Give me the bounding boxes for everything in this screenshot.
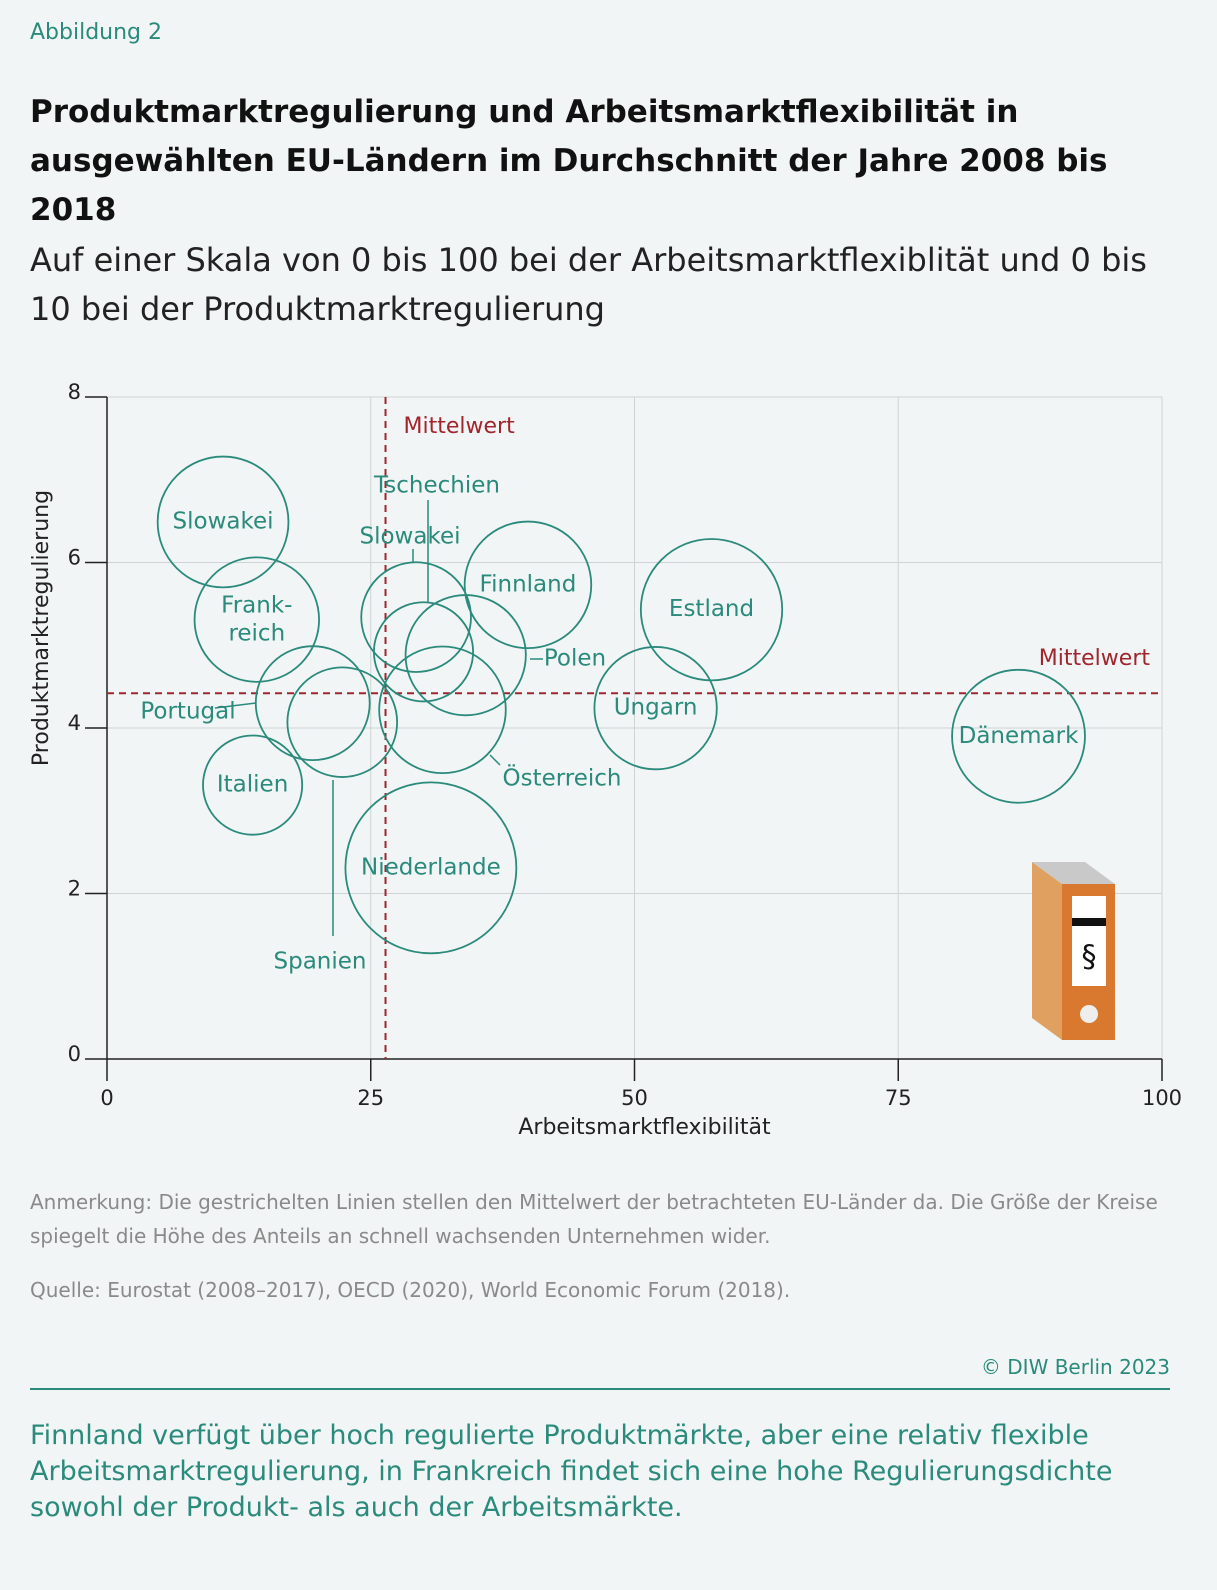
x-tick-label: 25 <box>357 1086 384 1110</box>
figure-label: Abbildung 2 <box>30 20 163 45</box>
bubble <box>463 520 593 650</box>
bubble <box>373 601 474 703</box>
title: Produktmarktregulierung und Arbeitsmarkt… <box>30 94 1108 228</box>
divider <box>30 1388 1170 1390</box>
bubble <box>593 646 718 771</box>
mean-label: Mittelwert <box>404 414 516 439</box>
x-tick-label: 0 <box>100 1086 113 1110</box>
y-tick-label: 2 <box>68 877 81 901</box>
bubble-label: Slowakei <box>173 508 274 534</box>
x-tick-label: 50 <box>621 1086 648 1110</box>
summary: Finnland verfügt über hoch regulierte Pr… <box>30 1420 1113 1523</box>
subtitle: Auf einer Skala von 0 bis 100 bei der Ar… <box>30 241 1147 328</box>
leader-line <box>489 754 501 766</box>
bubble-label: Polen <box>544 646 606 672</box>
y-tick-label: 0 <box>68 1042 81 1066</box>
bubble-label: Österreich <box>502 764 621 792</box>
source: Quelle: Eurostat (2008–2017), OECD (2020… <box>30 1278 791 1302</box>
bubble-label: Tschechien <box>373 473 500 499</box>
binder-icon: § <box>1032 862 1115 1040</box>
bubble <box>378 645 507 774</box>
bubble-label: Dänemark <box>959 723 1079 749</box>
bubble-label: Niederlande <box>361 854 501 880</box>
bubble <box>639 538 784 682</box>
bubble-label: Portugal <box>140 699 235 725</box>
bubble-label: Slowakei <box>359 524 460 550</box>
x-axis-label: Arbeitsmarktflexibilität <box>518 1115 771 1140</box>
bubble <box>254 645 371 762</box>
leader-line <box>214 702 257 709</box>
bubble-label: Finnland <box>480 571 577 597</box>
bubble <box>951 668 1086 804</box>
bubble <box>202 734 304 836</box>
x-tick-label: 75 <box>885 1086 912 1110</box>
note: Anmerkung: Die gestrichelten Linien stel… <box>30 1190 1158 1248</box>
bubble-label: Italien <box>217 772 288 798</box>
y-tick-label: 6 <box>68 546 81 570</box>
chart: 0 2 4 6 8 0 25 50 75 100 Arbeitsmarktflexibilität P… <box>29 380 1182 1140</box>
bubble <box>193 556 320 683</box>
y-tick-label: 4 <box>68 711 81 735</box>
copyright: © DIW Berlin 2023 <box>980 1355 1170 1379</box>
y-axis-label: Produktmarktregulierung <box>29 490 54 766</box>
svg-text:§: § <box>1082 940 1097 975</box>
bubble-label: Spanien <box>274 949 367 975</box>
bubble <box>156 455 290 589</box>
bubble-label: Frank-reich <box>221 592 292 646</box>
bubble-label: Ungarn <box>614 695 698 721</box>
bubble <box>404 594 527 717</box>
bubble <box>360 561 472 673</box>
x-tick-label: 100 <box>1142 1086 1182 1110</box>
bubble <box>286 666 399 778</box>
y-tick-label: 8 <box>68 380 81 404</box>
bubble-label: Estland <box>669 596 754 622</box>
bubble <box>344 781 518 955</box>
mean-label: Mittelwert <box>1039 646 1151 671</box>
